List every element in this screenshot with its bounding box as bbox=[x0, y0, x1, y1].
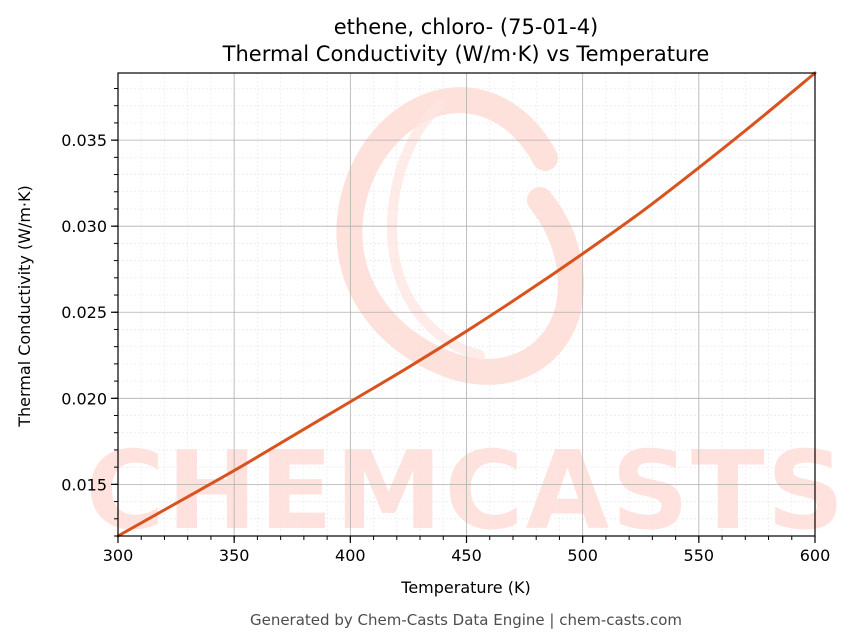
x-axis-label: Temperature (K) bbox=[400, 578, 530, 597]
watermark: CHEMCASTS bbox=[86, 87, 847, 554]
watermark-text: CHEMCASTS bbox=[86, 429, 847, 554]
watermark-swirl-icon bbox=[336, 87, 584, 385]
x-tick-label: 400 bbox=[335, 546, 366, 565]
y-tick-label: 0.035 bbox=[61, 131, 107, 150]
major-grid bbox=[117, 73, 816, 536]
x-axis: 300 350 400 450 500 550 600 bbox=[103, 536, 831, 565]
y-tick-label: 0.025 bbox=[61, 303, 107, 322]
chart-title: ethene, chloro- (75-01-4) bbox=[334, 15, 599, 39]
series-line bbox=[116, 71, 817, 538]
x-tick-label: 350 bbox=[219, 546, 250, 565]
chart-subtitle: Thermal Conductivity (W/m·K) vs Temperat… bbox=[222, 42, 710, 66]
y-tick-label: 0.030 bbox=[61, 217, 107, 236]
x-tick-label: 300 bbox=[103, 546, 134, 565]
x-tick-label: 600 bbox=[800, 546, 831, 565]
y-tick-label: 0.015 bbox=[61, 475, 107, 494]
x-tick-label: 450 bbox=[451, 546, 482, 565]
footer-credit: Generated by Chem-Casts Data Engine | ch… bbox=[250, 611, 682, 629]
series-layer bbox=[116, 71, 817, 538]
y-axis: 0.015 0.020 0.025 0.030 0.035 bbox=[61, 87, 118, 537]
x-tick-label: 500 bbox=[567, 546, 598, 565]
x-tick-label: 550 bbox=[684, 546, 715, 565]
y-tick-label: 0.020 bbox=[61, 389, 107, 408]
y-axis-label: Thermal Conductivity (W/m·K) bbox=[15, 185, 34, 428]
